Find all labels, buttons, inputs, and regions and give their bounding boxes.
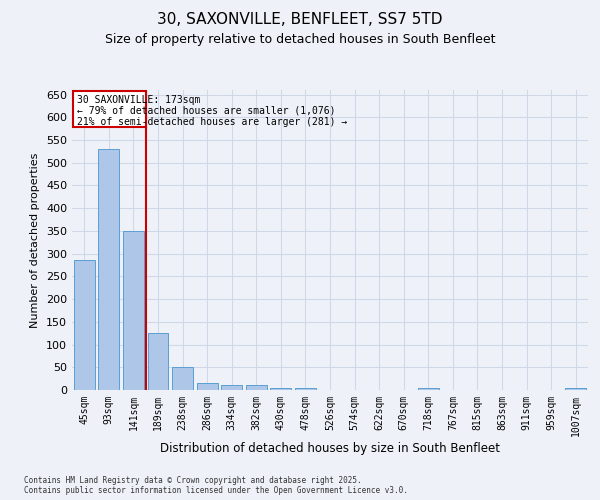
- Bar: [295, 388, 316, 390]
- Bar: [172, 368, 193, 390]
- Y-axis label: Number of detached properties: Number of detached properties: [31, 152, 40, 328]
- Text: ← 79% of detached houses are smaller (1,076): ← 79% of detached houses are smaller (1,…: [77, 106, 335, 116]
- Bar: [221, 386, 242, 390]
- Text: 30, SAXONVILLE, BENFLEET, SS7 5TD: 30, SAXONVILLE, BENFLEET, SS7 5TD: [157, 12, 443, 28]
- Text: Size of property relative to detached houses in South Benfleet: Size of property relative to detached ho…: [105, 32, 495, 46]
- Bar: [197, 383, 218, 390]
- Bar: [271, 388, 292, 390]
- Bar: [123, 231, 144, 390]
- Bar: [73, 91, 146, 128]
- Bar: [148, 333, 169, 390]
- Text: Contains HM Land Registry data © Crown copyright and database right 2025.
Contai: Contains HM Land Registry data © Crown c…: [24, 476, 408, 495]
- Bar: [98, 149, 119, 390]
- Text: 30 SAXONVILLE: 173sqm: 30 SAXONVILLE: 173sqm: [77, 94, 200, 104]
- Bar: [246, 386, 267, 390]
- Bar: [418, 388, 439, 390]
- Bar: [74, 260, 95, 390]
- X-axis label: Distribution of detached houses by size in South Benfleet: Distribution of detached houses by size …: [160, 442, 500, 454]
- Text: 21% of semi-detached houses are larger (281) →: 21% of semi-detached houses are larger (…: [77, 118, 347, 128]
- Bar: [565, 388, 586, 390]
